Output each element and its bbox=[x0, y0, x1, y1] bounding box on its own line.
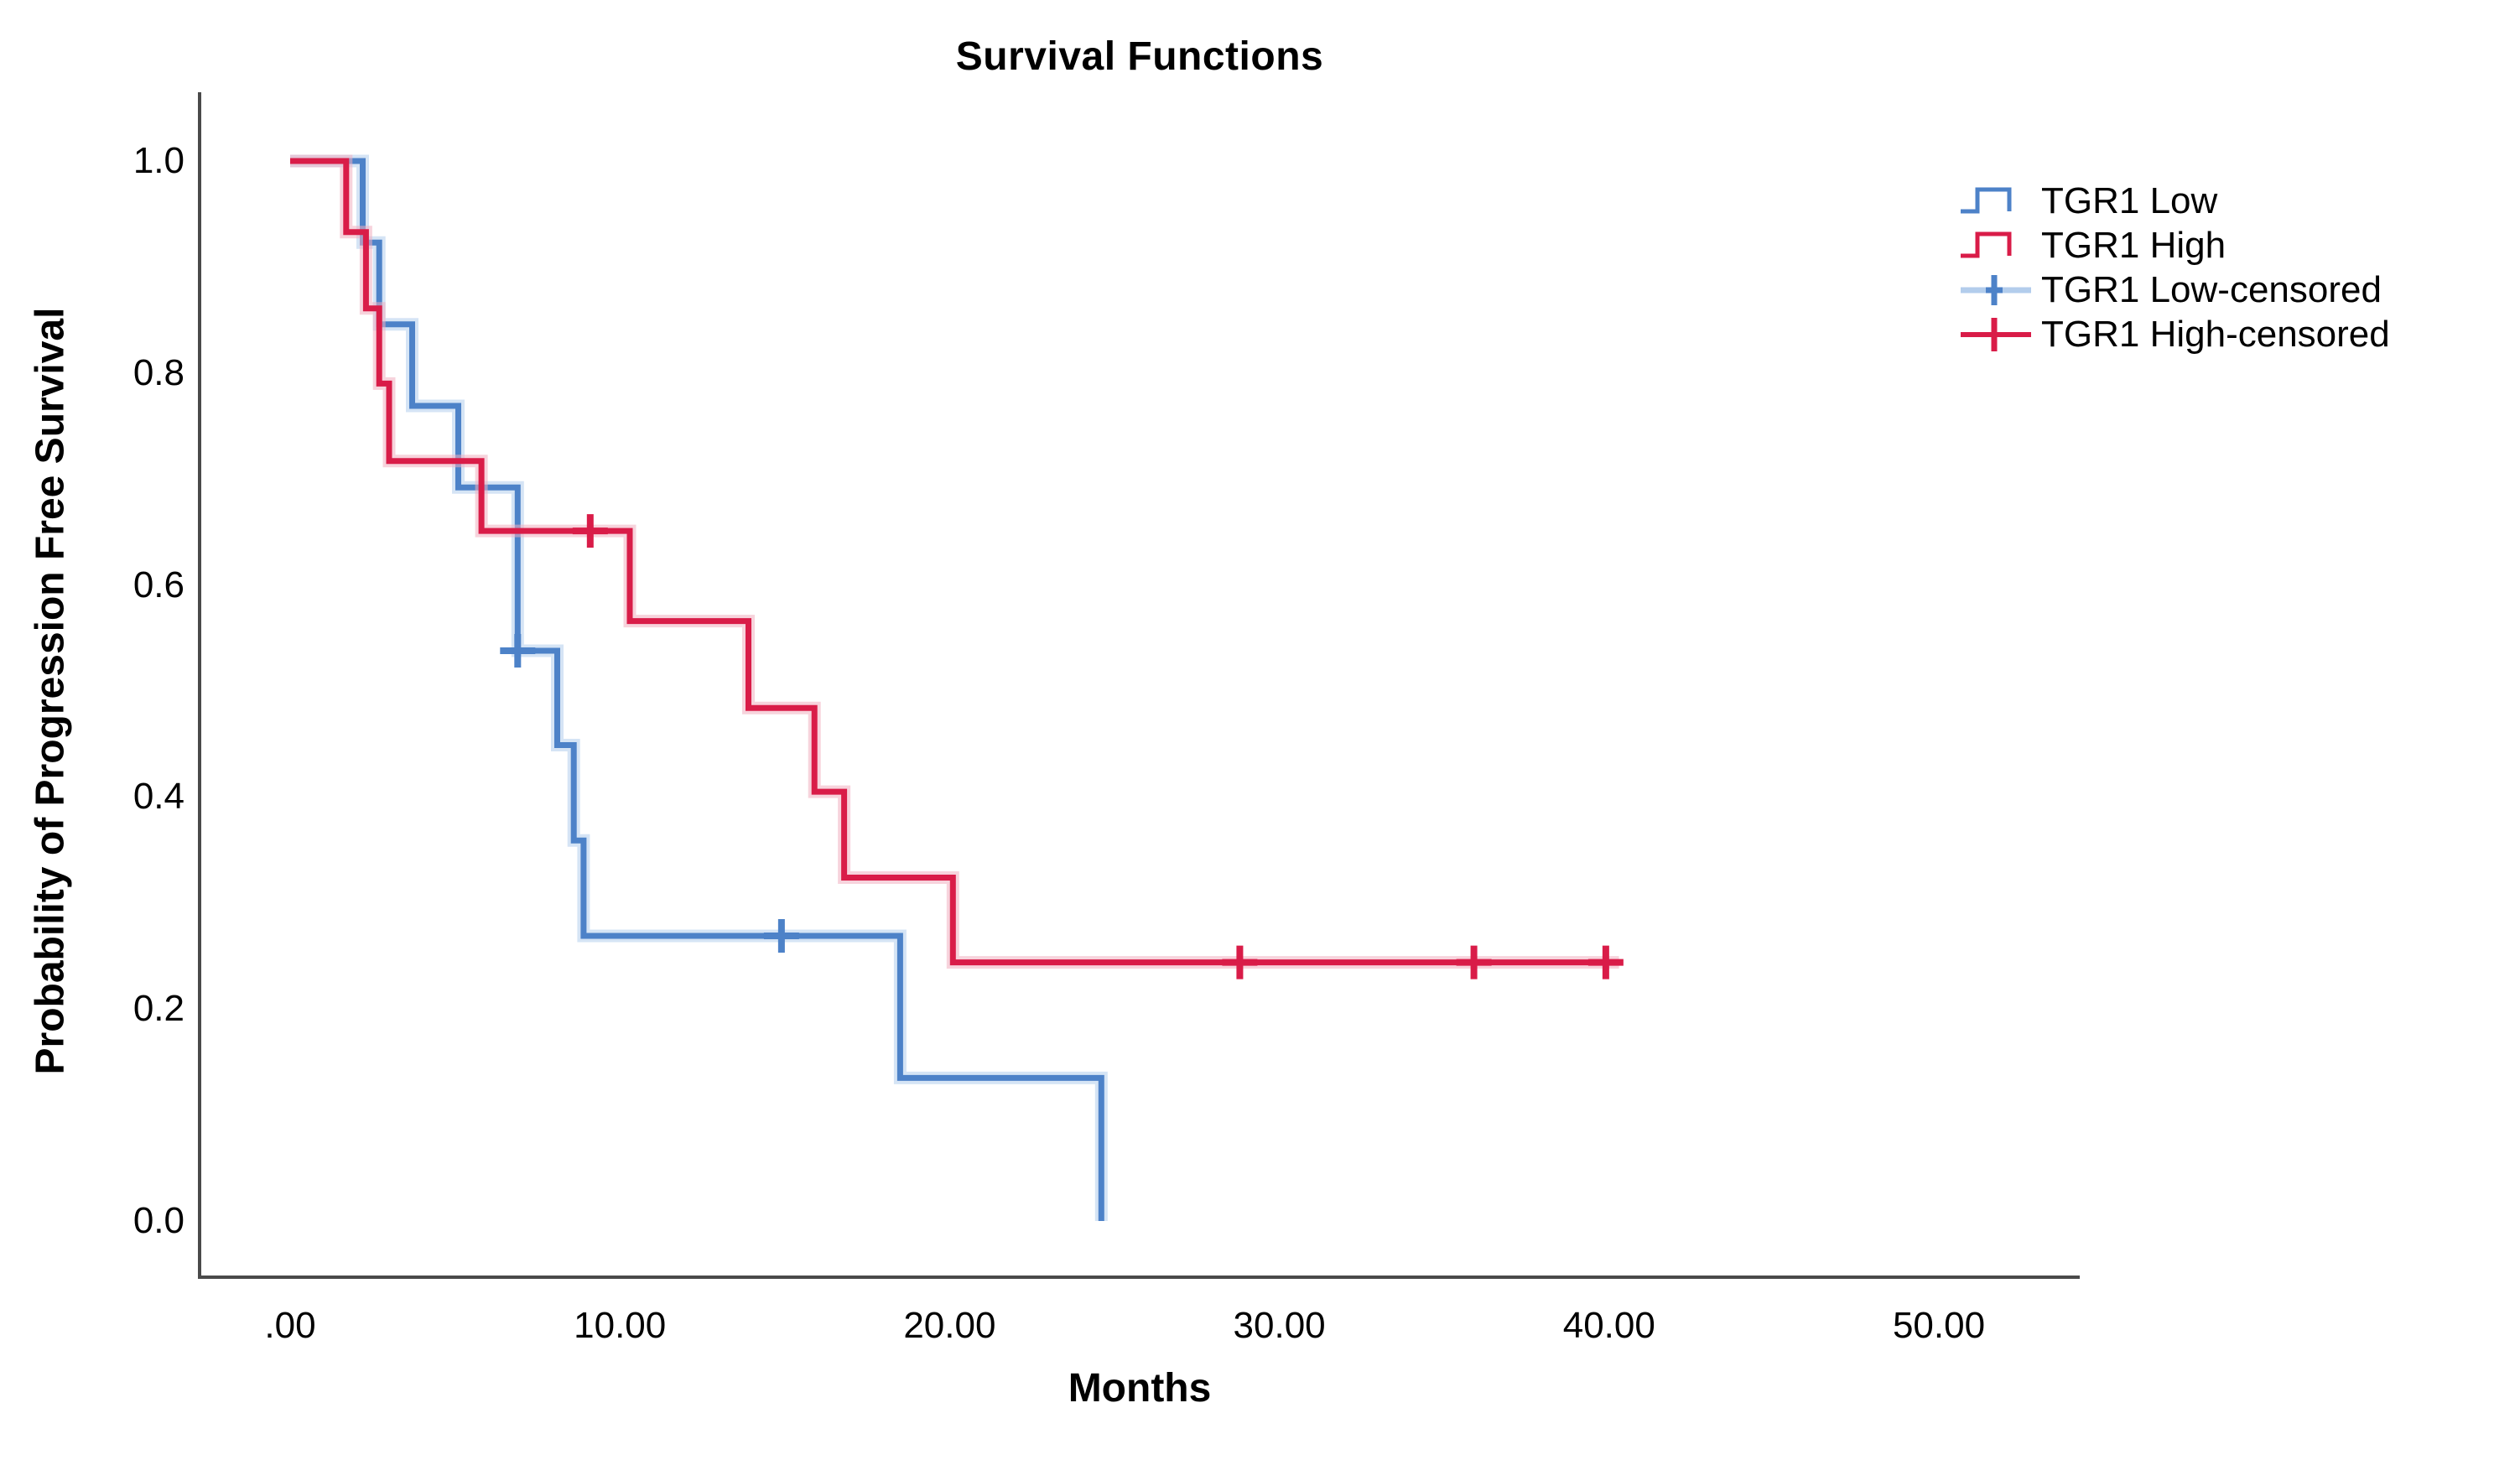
legend-item-tgr1-low: TGR1 Low bbox=[1959, 180, 2390, 221]
tgr1-high-censor-mark bbox=[572, 514, 608, 548]
legend-label: TGR1 High-censored bbox=[2041, 314, 2390, 355]
legend-label: TGR1 Low bbox=[2041, 180, 2218, 221]
x-tick-label: 40.00 bbox=[1562, 1305, 1655, 1346]
chart-title: Survival Functions bbox=[955, 34, 1324, 79]
censor-plus-low-icon bbox=[1961, 275, 2031, 305]
y-tick-label: 0.8 bbox=[132, 351, 184, 393]
x-axis-title: Months bbox=[1068, 1366, 1212, 1411]
x-tick-label: 20.00 bbox=[903, 1305, 996, 1346]
y-tick-label: 1.0 bbox=[132, 140, 184, 181]
x-tick-label: 30.00 bbox=[1233, 1305, 1326, 1346]
legend-item-tgr1-high: TGR1 High bbox=[1959, 225, 2390, 266]
legend-item-tgr1-low-censored: TGR1 Low-censored bbox=[1959, 269, 2390, 310]
x-tick-label: 10.00 bbox=[574, 1305, 667, 1346]
axes-frame bbox=[198, 92, 2080, 1279]
censor-plus-high-icon bbox=[1961, 318, 2031, 351]
tgr1-high-censor-mark bbox=[1222, 945, 1258, 979]
legend-label: TGR1 Low-censored bbox=[2041, 269, 2382, 310]
tgr1-low-censor-mark bbox=[763, 918, 799, 953]
tgr1-high-curve bbox=[290, 158, 1619, 966]
legend: TGR1 Low TGR1 High TGR1 Low-censored TGR… bbox=[1959, 180, 2390, 355]
y-tick-label: 0.2 bbox=[132, 988, 184, 1030]
step-line-low-icon bbox=[1961, 187, 2012, 214]
x-tick-label: 50.00 bbox=[1892, 1305, 1986, 1346]
y-tick-label: 0.4 bbox=[132, 776, 184, 818]
y-tick-label: 0.0 bbox=[132, 1200, 184, 1241]
step-line-high-icon bbox=[1961, 231, 2012, 258]
tgr1-high-curve-halo bbox=[290, 154, 1619, 969]
tgr1-low-censor-mark bbox=[500, 633, 536, 668]
tgr1-high-censor-mark bbox=[1587, 945, 1624, 979]
y-axis-title: Probability of Progression Free Survival bbox=[28, 307, 73, 1075]
y-tick-label: 0.6 bbox=[132, 564, 184, 605]
x-tick-label: .00 bbox=[264, 1305, 316, 1346]
legend-label: TGR1 High bbox=[2041, 225, 2226, 266]
tgr1-low-curve-halo bbox=[290, 154, 1108, 1221]
tgr1-high-censor-mark bbox=[1456, 945, 1492, 979]
legend-item-tgr1-high-censored: TGR1 High-censored bbox=[1959, 314, 2390, 355]
